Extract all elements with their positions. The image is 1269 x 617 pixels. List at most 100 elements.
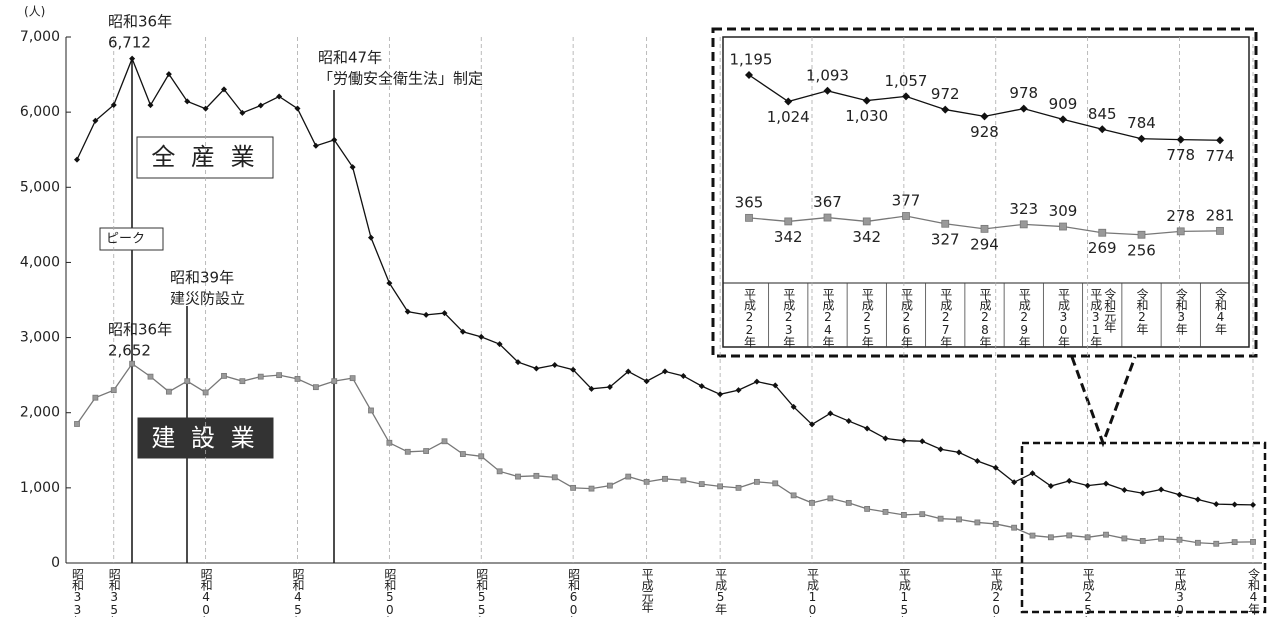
x-tick-label: 平成10年	[806, 568, 820, 617]
marker	[753, 378, 760, 385]
marker	[92, 394, 99, 401]
data-label: 269	[1088, 239, 1117, 257]
marker	[790, 492, 797, 499]
marker	[790, 403, 797, 410]
marker	[331, 136, 338, 143]
x-tick-label: 昭和55年	[475, 568, 489, 617]
marker	[570, 366, 577, 373]
annotation: 昭和47年	[318, 49, 382, 67]
annotation: ピーク	[106, 232, 145, 247]
marker	[533, 365, 540, 372]
marker	[827, 410, 834, 417]
marker	[1216, 226, 1224, 235]
marker	[1011, 524, 1018, 531]
annotation: 昭和39年	[170, 269, 234, 287]
marker	[827, 495, 834, 502]
marker	[441, 438, 448, 445]
marker	[864, 425, 871, 432]
marker	[1231, 501, 1238, 508]
marker	[698, 481, 705, 488]
marker	[606, 384, 613, 391]
annotation: 6,712	[108, 34, 151, 52]
y-tick-label: 4,000	[20, 254, 60, 270]
marker	[165, 388, 172, 395]
marker	[147, 373, 154, 380]
marker	[74, 421, 80, 427]
marker	[1121, 486, 1128, 493]
marker	[643, 378, 650, 385]
marker	[404, 448, 411, 455]
data-label: 1,195	[730, 51, 773, 69]
data-label: 309	[1049, 202, 1078, 220]
inset-tick-label: 令和2年	[1135, 287, 1149, 335]
marker	[1084, 534, 1091, 541]
marker	[276, 372, 283, 379]
y-tick-label: 3,000	[20, 330, 60, 346]
marker	[294, 105, 301, 112]
data-label: 256	[1127, 241, 1156, 259]
x-tick-label: 昭和45年	[291, 568, 305, 617]
marker	[772, 382, 779, 389]
marker	[368, 407, 374, 414]
marker	[1176, 227, 1185, 236]
marker	[1176, 135, 1185, 144]
marker	[919, 511, 926, 518]
marker	[349, 375, 356, 382]
x-tick-label: 昭和50年	[383, 568, 397, 617]
marker	[110, 102, 117, 109]
marker	[110, 387, 117, 394]
marker	[902, 92, 910, 101]
marker	[221, 372, 227, 379]
marker	[1139, 538, 1146, 544]
y-tick-label: 2,000	[20, 405, 60, 421]
marker	[902, 212, 910, 220]
data-label: 845	[1088, 105, 1117, 123]
marker	[900, 512, 907, 518]
marker	[717, 483, 724, 490]
marker	[941, 219, 950, 228]
marker	[809, 421, 815, 428]
x-tick-label: 令和4年	[1247, 567, 1261, 615]
marker	[1231, 539, 1238, 546]
data-label: 294	[970, 235, 999, 253]
marker	[368, 234, 374, 241]
marker	[423, 448, 430, 454]
inset-tick-label: 平成27年	[939, 288, 953, 348]
marker	[1103, 531, 1109, 538]
data-label: 1,057	[885, 72, 928, 90]
data-label: 342	[774, 228, 803, 246]
marker	[496, 468, 503, 475]
marker	[588, 485, 595, 492]
marker	[294, 375, 301, 382]
y-tick-label: 0	[51, 555, 60, 571]
marker	[882, 435, 889, 442]
marker	[202, 389, 209, 396]
marker	[551, 361, 558, 368]
marker	[184, 98, 191, 105]
y-tick-label: 1,000	[20, 480, 60, 496]
marker	[1047, 483, 1054, 490]
marker	[1059, 115, 1067, 124]
marker	[992, 464, 999, 471]
inset-tick-label: 平成26年	[900, 288, 914, 348]
x-tick-label: 昭和60年	[567, 568, 581, 617]
marker	[1137, 230, 1146, 239]
data-label: 327	[931, 230, 960, 248]
inset-tick-label: 平成22年	[743, 288, 757, 348]
data-label: 1,030	[845, 107, 888, 125]
marker	[533, 472, 540, 479]
marker	[1216, 136, 1224, 145]
data-label: 778	[1166, 146, 1195, 164]
marker	[625, 473, 632, 480]
data-label: 909	[1049, 95, 1078, 113]
marker	[459, 328, 466, 335]
marker	[386, 439, 393, 446]
marker	[606, 482, 613, 489]
marker	[980, 224, 989, 233]
marker	[257, 373, 264, 380]
marker	[698, 383, 705, 390]
marker	[404, 308, 411, 315]
marker	[784, 217, 793, 226]
marker	[1047, 534, 1054, 541]
